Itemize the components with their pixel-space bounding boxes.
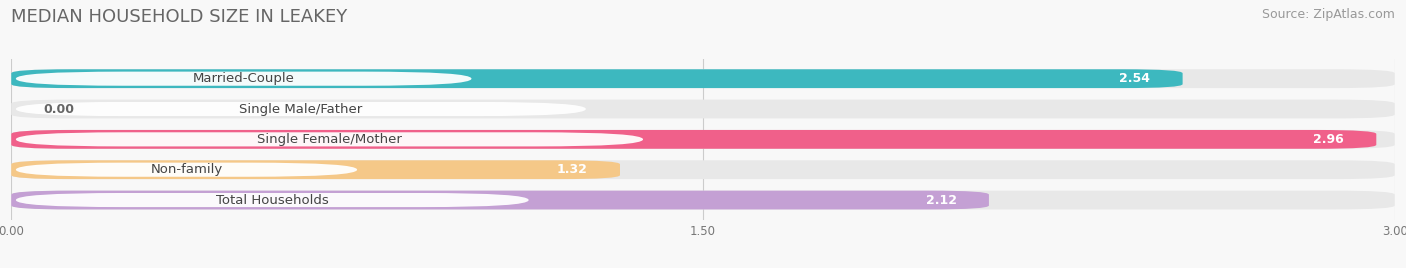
FancyBboxPatch shape bbox=[11, 130, 1376, 149]
FancyBboxPatch shape bbox=[11, 100, 1395, 118]
FancyBboxPatch shape bbox=[11, 160, 620, 179]
FancyBboxPatch shape bbox=[15, 102, 586, 116]
Text: Non-family: Non-family bbox=[150, 163, 222, 176]
Text: Single Female/Mother: Single Female/Mother bbox=[257, 133, 402, 146]
Text: Total Households: Total Households bbox=[217, 193, 329, 207]
FancyBboxPatch shape bbox=[15, 193, 529, 207]
FancyBboxPatch shape bbox=[15, 163, 357, 177]
Text: 1.32: 1.32 bbox=[557, 163, 588, 176]
FancyBboxPatch shape bbox=[15, 72, 471, 86]
Text: 2.54: 2.54 bbox=[1119, 72, 1150, 85]
FancyBboxPatch shape bbox=[11, 130, 1395, 149]
Text: 2.96: 2.96 bbox=[1313, 133, 1344, 146]
Text: Married-Couple: Married-Couple bbox=[193, 72, 295, 85]
FancyBboxPatch shape bbox=[15, 132, 643, 146]
Text: MEDIAN HOUSEHOLD SIZE IN LEAKEY: MEDIAN HOUSEHOLD SIZE IN LEAKEY bbox=[11, 8, 347, 26]
FancyBboxPatch shape bbox=[11, 191, 988, 210]
Text: Single Male/Father: Single Male/Father bbox=[239, 103, 363, 116]
FancyBboxPatch shape bbox=[11, 191, 1395, 210]
FancyBboxPatch shape bbox=[11, 160, 1395, 179]
Text: Source: ZipAtlas.com: Source: ZipAtlas.com bbox=[1261, 8, 1395, 21]
FancyBboxPatch shape bbox=[11, 69, 1182, 88]
Text: 0.00: 0.00 bbox=[44, 103, 75, 116]
Text: 2.12: 2.12 bbox=[925, 193, 956, 207]
FancyBboxPatch shape bbox=[11, 69, 1395, 88]
